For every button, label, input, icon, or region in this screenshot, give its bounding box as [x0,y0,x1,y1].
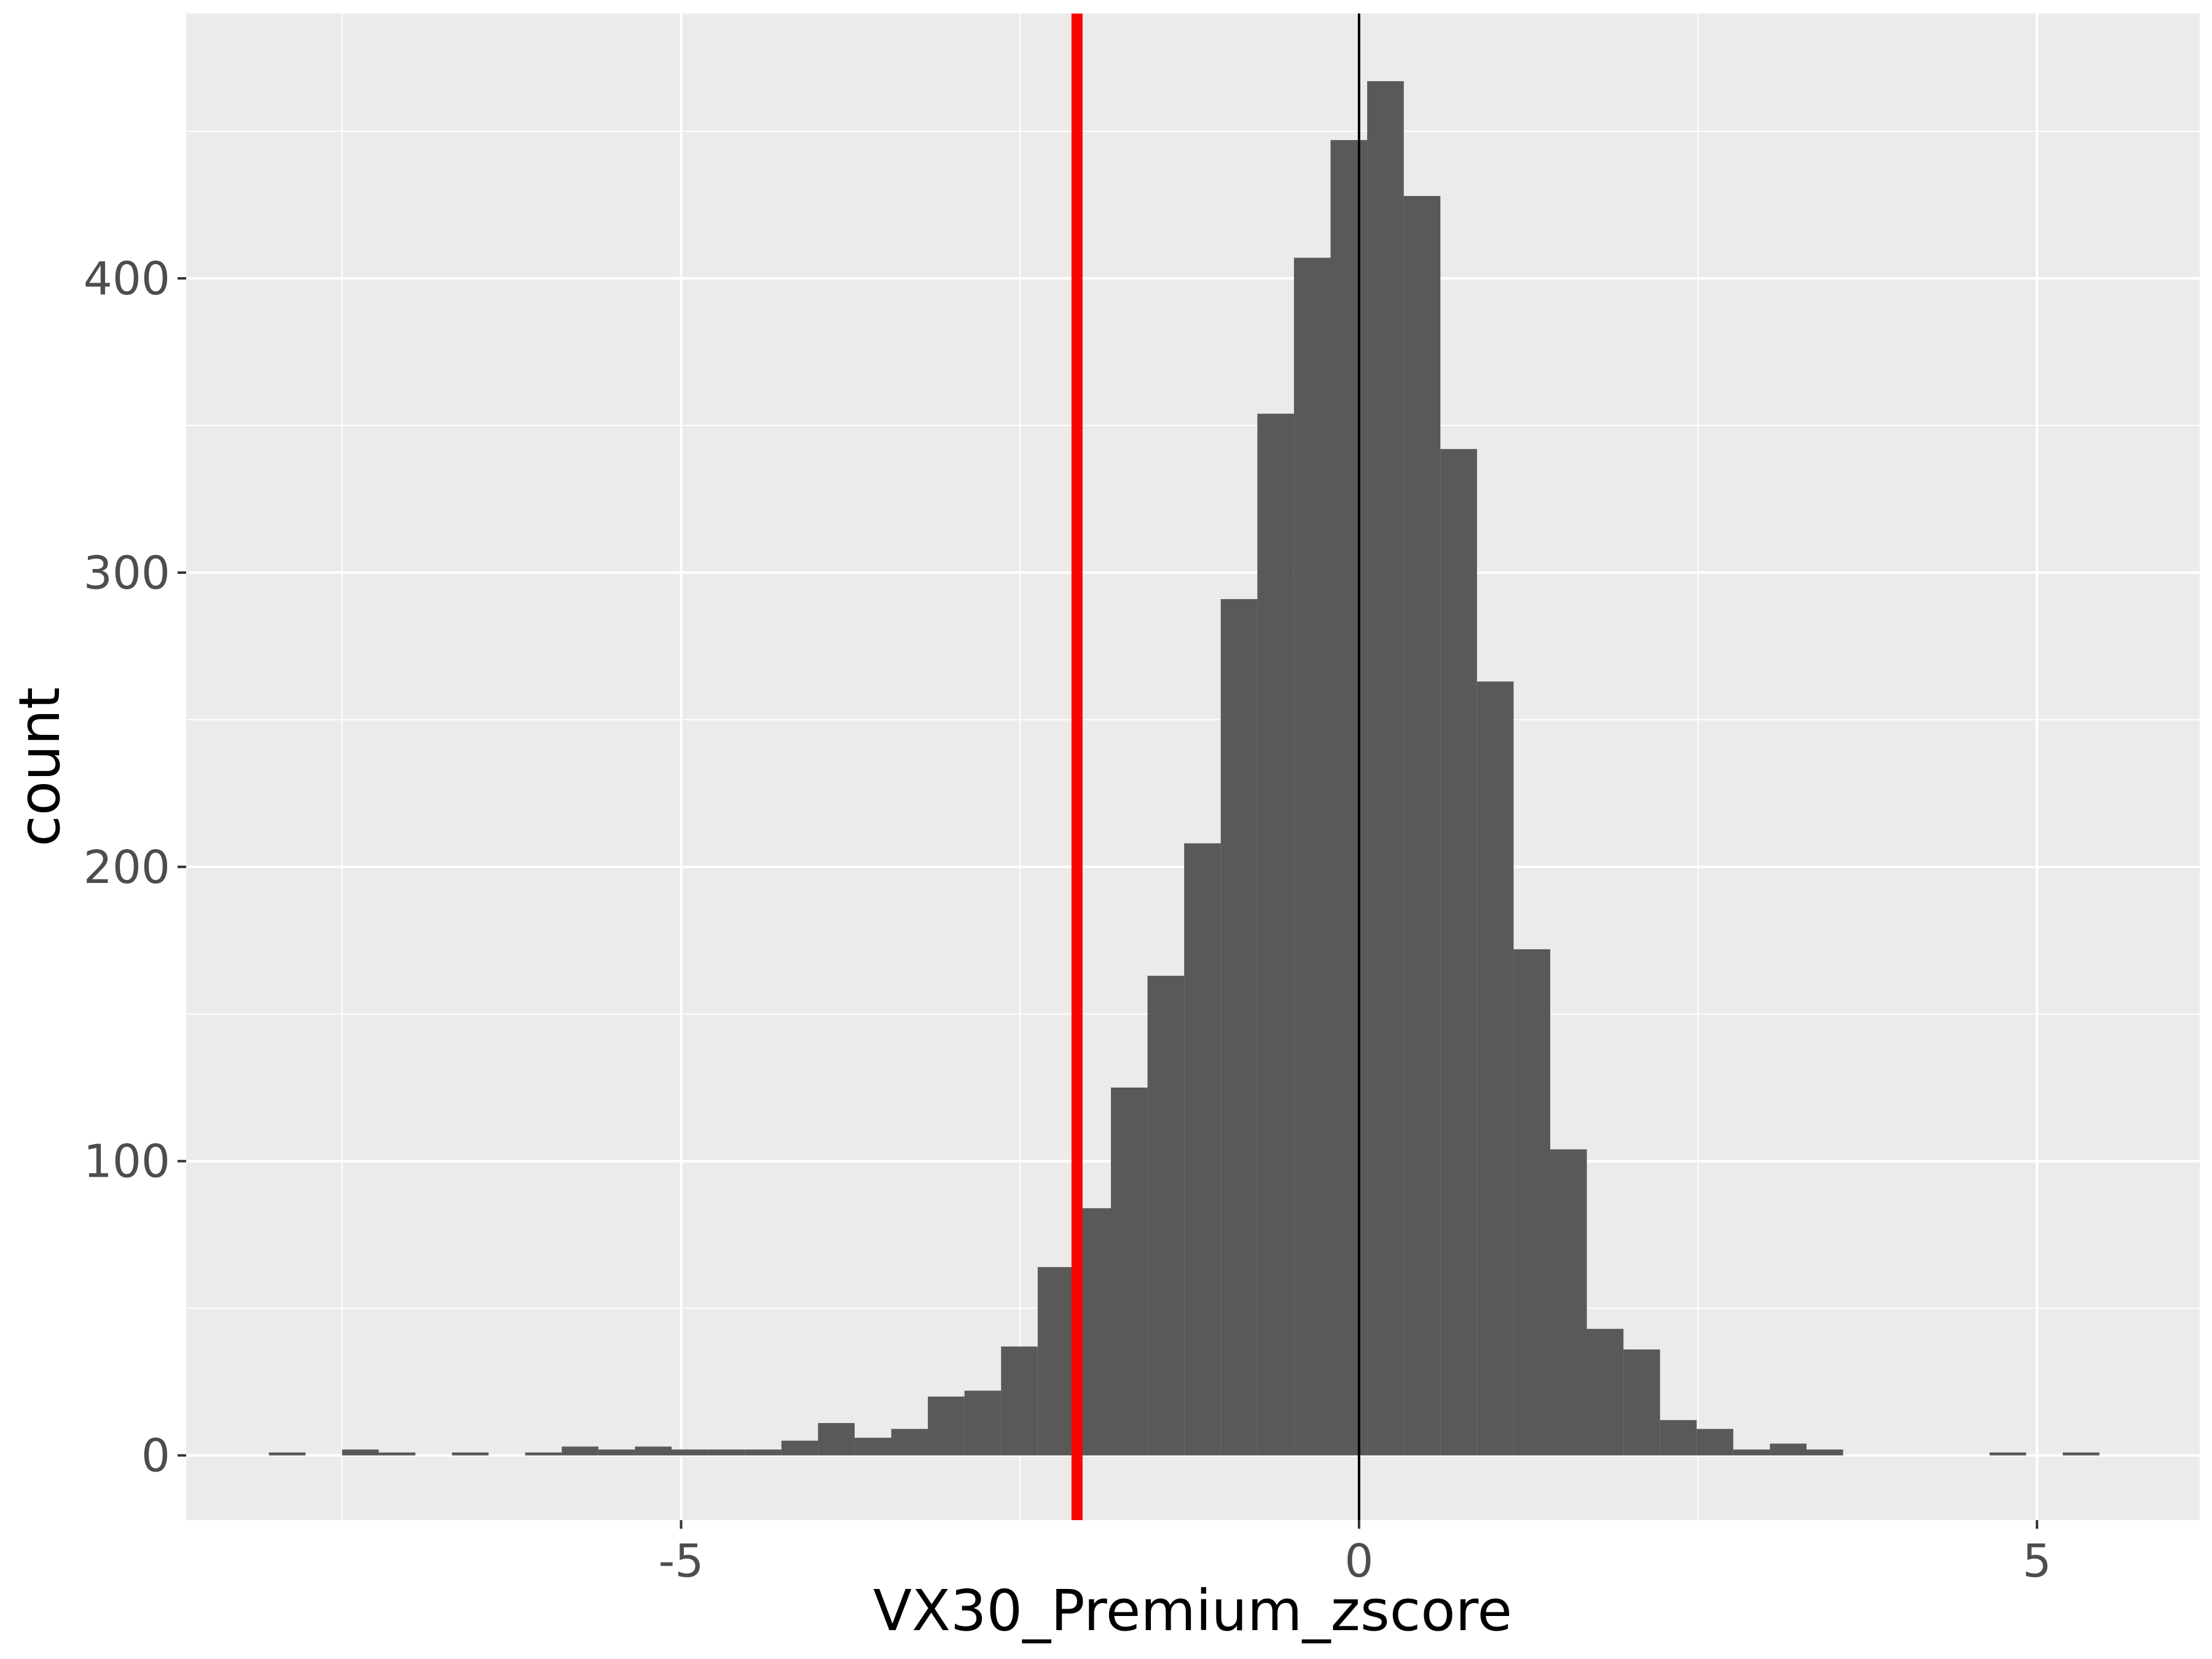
histogram-bar [1001,1346,1038,1456]
reference-lines [1071,14,1360,1520]
histogram-bar [1550,1149,1587,1456]
histogram-bar [854,1437,892,1456]
x-tick-label: 5 [2023,1535,2052,1588]
histogram-bar [1586,1328,1624,1456]
histogram-bar [1403,195,1441,1456]
histogram-bar [1989,1452,2026,1456]
histogram-bar [708,1449,745,1456]
histogram-bar [378,1452,415,1456]
histogram-bar [1623,1349,1660,1456]
histogram-bar [891,1429,928,1456]
histogram-bar [781,1440,818,1456]
y-tick-label: 400 [84,253,170,305]
histogram-bar [269,1452,306,1456]
histogram-bar [1110,1088,1148,1456]
histogram-bar [525,1452,562,1456]
histogram-bar [1037,1267,1075,1456]
histogram-bar [745,1449,782,1456]
y-axis-title: count [7,687,73,847]
x-axis-title: VX30_Premium_zscore [873,1578,1512,1644]
histogram-bar [1477,681,1514,1456]
x-tick-label: -5 [659,1535,704,1588]
y-axis: 0 100 200 300 400 [84,253,186,1483]
histogram-bars [269,81,2100,1456]
histogram-bar [1513,949,1550,1456]
histogram-bar [672,1449,708,1456]
y-tick-label: 300 [84,547,170,600]
histogram-bar [1696,1429,1733,1456]
y-tick-label: 0 [141,1430,170,1483]
histogram-bar [2063,1452,2100,1456]
x-tick-label: 0 [1344,1535,1373,1588]
histogram-bar [1806,1449,1843,1456]
histogram-bar [342,1449,379,1456]
histogram-bar [452,1452,489,1456]
histogram-bar [1367,81,1404,1456]
histogram-bar [635,1446,672,1456]
histogram-bar [562,1446,598,1456]
histogram-bar [1220,599,1258,1456]
histogram-bar [964,1390,1002,1456]
histogram-bar [598,1449,635,1456]
histogram-bar [1184,843,1221,1456]
histogram-bar [1770,1443,1807,1456]
y-tick-label: 200 [84,841,170,894]
histogram-bar [818,1422,855,1456]
minor-gridlines [186,14,2200,1520]
histogram-bar [1330,139,1368,1456]
histogram-bar [1733,1449,1770,1456]
x-axis: -5 0 5 [659,1520,2052,1588]
histogram-bar [1257,414,1294,1456]
histogram-bar [1147,976,1185,1456]
histogram-bar [1440,449,1477,1456]
y-tick-label: 100 [84,1135,170,1188]
histogram-bar [1660,1420,1697,1456]
histogram-bar [1293,257,1331,1456]
histogram-bar [928,1396,965,1456]
